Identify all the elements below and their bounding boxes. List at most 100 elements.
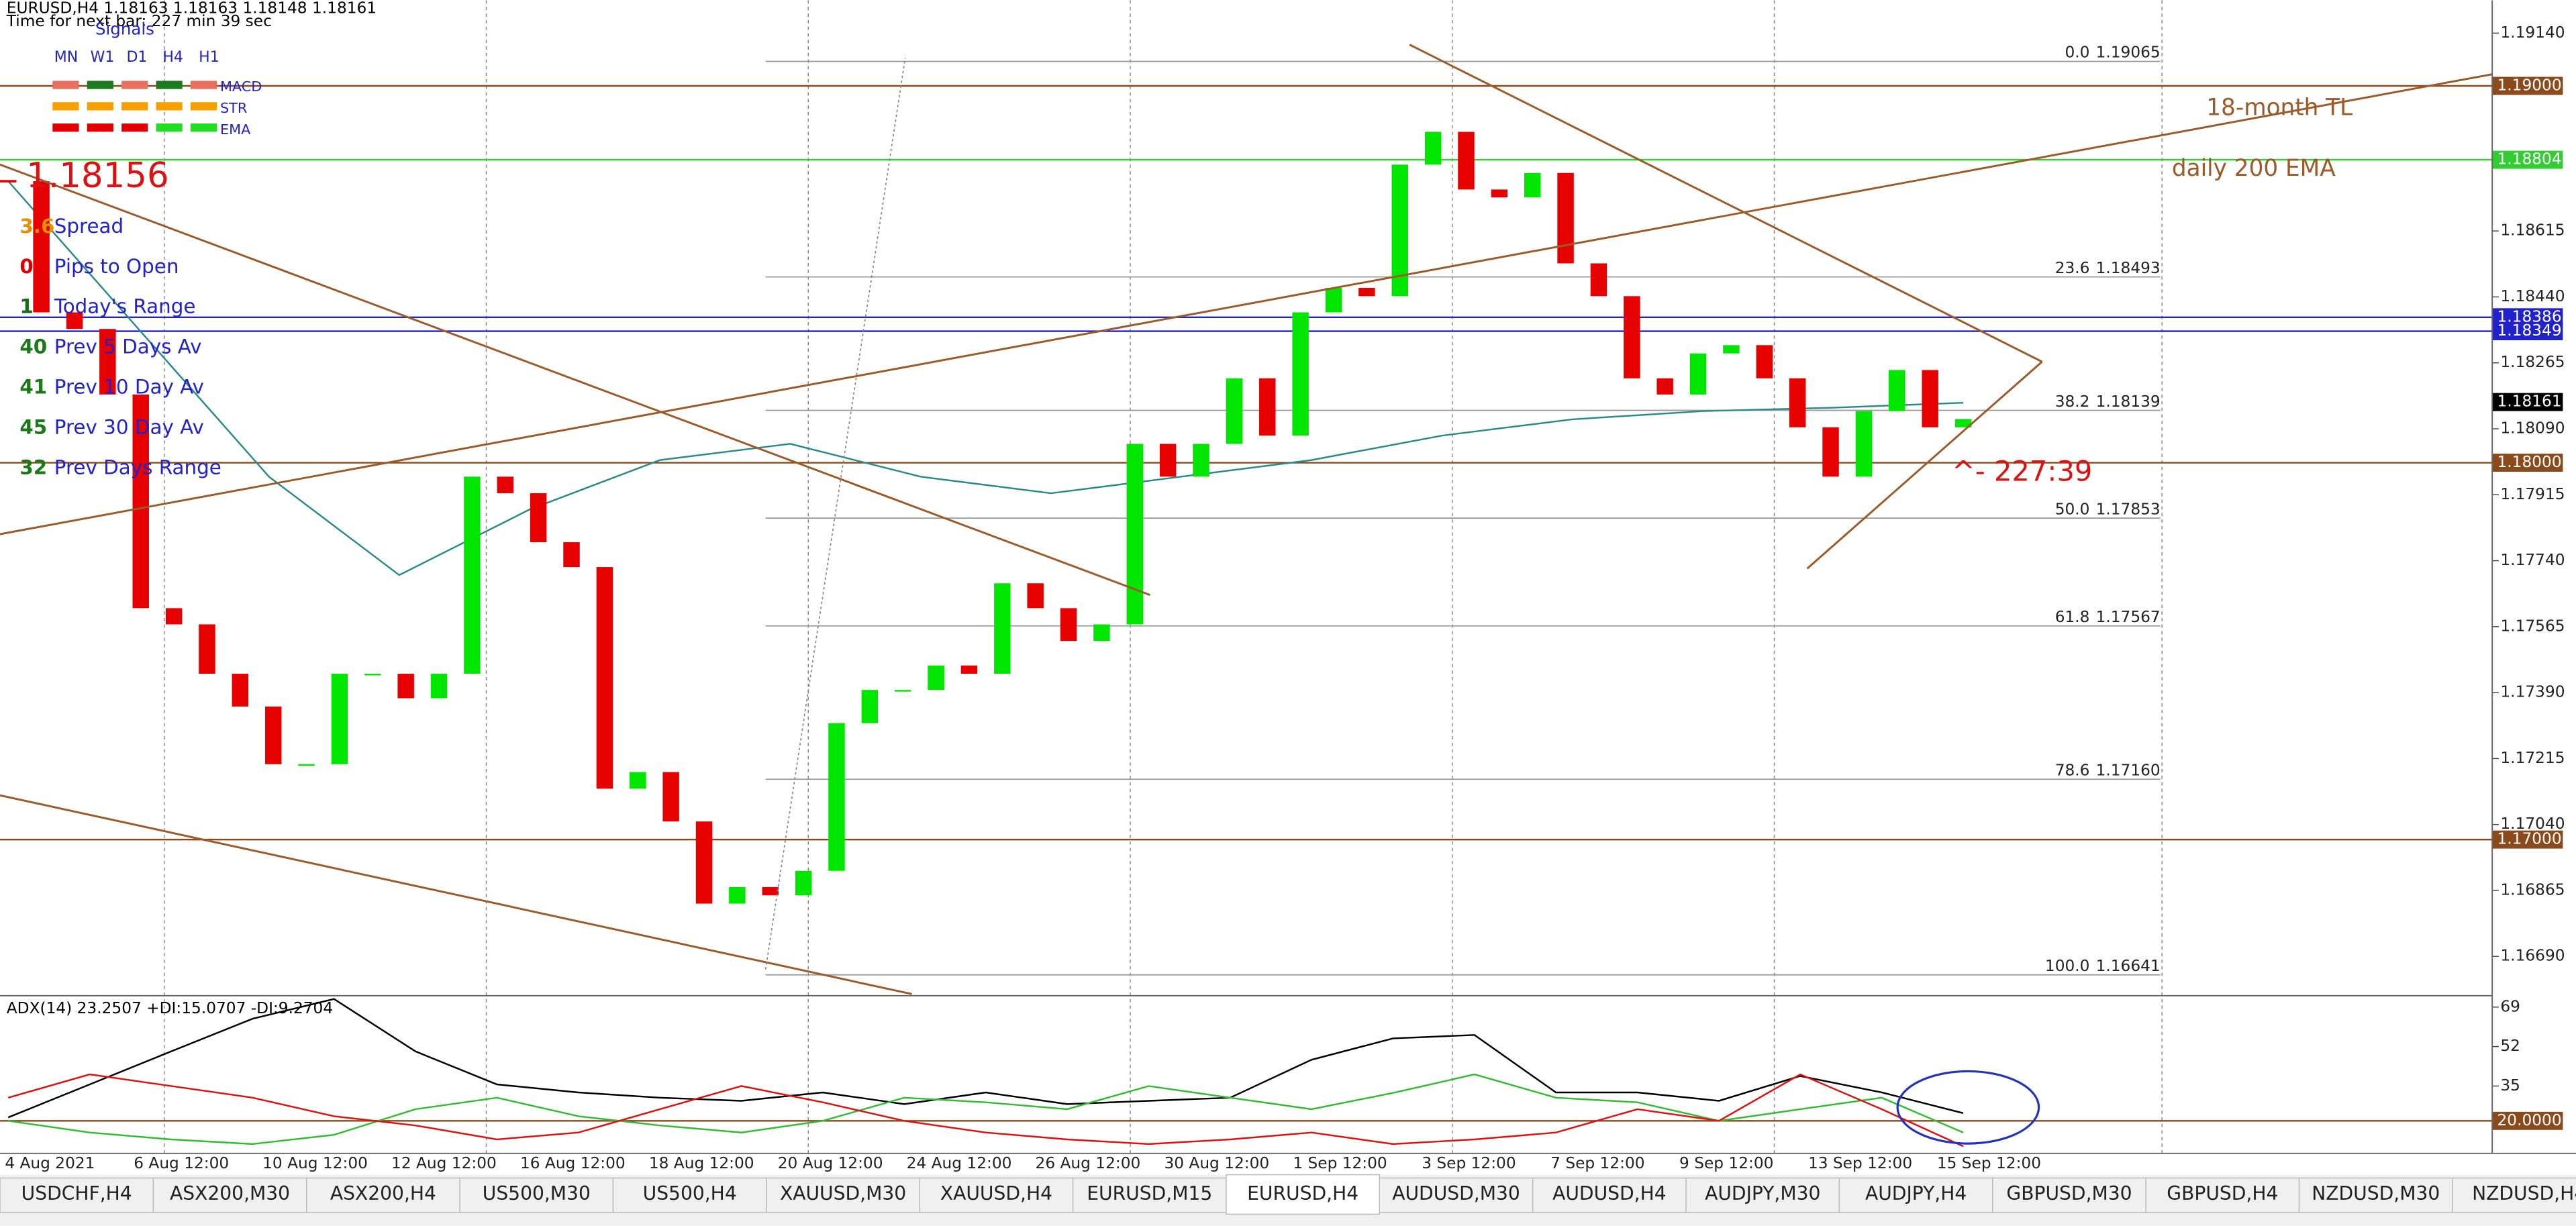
price-box xyxy=(2492,76,2563,95)
fib-ratio: 61.8 xyxy=(2055,608,2090,626)
tab[interactable] xyxy=(1685,1177,1840,1213)
tab-label[interactable]: GBPUSD,M30 xyxy=(2006,1182,2132,1205)
x-tick-label: 12 Aug 12:00 xyxy=(391,1154,497,1172)
candle xyxy=(928,665,944,691)
tab[interactable] xyxy=(459,1177,614,1213)
price-box xyxy=(2492,454,2563,472)
info-label: Prev 5 Days Av xyxy=(54,336,202,358)
tab-label[interactable]: AUDJPY,H4 xyxy=(1865,1182,1967,1205)
x-tick-label: 13 Sep 12:00 xyxy=(1808,1154,1912,1172)
candle xyxy=(1458,132,1475,190)
candle xyxy=(1557,172,1574,264)
signal-name: EMA xyxy=(220,121,251,138)
price-box-label: 1.18161 xyxy=(2497,393,2562,411)
signal-cell xyxy=(87,81,113,89)
candle xyxy=(1159,444,1177,477)
fib-ratio: 100.0 xyxy=(2045,957,2090,975)
timeframe: H4 xyxy=(162,49,183,66)
level-box xyxy=(2492,1111,2563,1130)
tab[interactable] xyxy=(766,1177,920,1213)
candle xyxy=(1226,378,1243,444)
tab-label[interactable]: XAUUSD,M30 xyxy=(780,1182,906,1205)
tab-label[interactable]: US500,H4 xyxy=(643,1182,737,1205)
tab-label[interactable]: NZDUSD,H4 xyxy=(2472,1182,2576,1205)
signal-cell xyxy=(52,123,79,132)
indicator-line xyxy=(7,998,1964,1119)
candle xyxy=(1524,172,1541,198)
tab-label[interactable]: AUDUSD,M30 xyxy=(1392,1182,1520,1205)
tab-label[interactable]: EURUSD,M15 xyxy=(1087,1182,1212,1205)
candle xyxy=(563,542,580,568)
tab-label[interactable]: AUDJPY,M30 xyxy=(1705,1182,1820,1205)
tab[interactable] xyxy=(1992,1177,2146,1213)
tab[interactable] xyxy=(1838,1177,1993,1213)
info-label: Pips to Open xyxy=(54,255,179,278)
tab-label[interactable]: XAUUSD,H4 xyxy=(940,1182,1052,1205)
signal-cell xyxy=(190,102,217,111)
candle xyxy=(1060,608,1077,642)
fib-price: 1.17160 xyxy=(2096,762,2161,780)
candle xyxy=(99,329,116,395)
fib-price: 1.17853 xyxy=(2096,500,2161,518)
tab[interactable] xyxy=(306,1177,460,1213)
x-tick-label: 9 Sep 12:00 xyxy=(1679,1154,1773,1172)
tab-label[interactable]: GBPUSD,H4 xyxy=(2167,1182,2278,1205)
tab-label[interactable]: USDCHF,H4 xyxy=(21,1182,132,1205)
x-tick-label: 1 Sep 12:00 xyxy=(1293,1154,1387,1172)
y-tick-label: 35 xyxy=(2500,1076,2520,1094)
candle xyxy=(1259,378,1276,436)
tab-label[interactable]: EURUSD,H4 xyxy=(1247,1182,1358,1205)
candle xyxy=(1689,353,1707,395)
tab[interactable] xyxy=(919,1177,1074,1213)
tab[interactable] xyxy=(1532,1177,1687,1213)
x-tick-label: 3 Sep 12:00 xyxy=(1422,1154,1516,1172)
candle xyxy=(662,772,679,822)
info-value: 1 xyxy=(19,295,33,318)
indicator-title: ADX(14) 23.2507 +DI:15.0707 -DI:9.2704 xyxy=(7,999,333,1017)
info-value: 45 xyxy=(19,416,47,439)
candle xyxy=(994,583,1011,674)
candle xyxy=(331,674,348,764)
highlight-ellipse xyxy=(1896,1070,2040,1145)
tab-label[interactable]: ASX200,H4 xyxy=(330,1182,436,1205)
signals-title: Signals xyxy=(95,19,154,39)
tab[interactable] xyxy=(1226,1174,1381,1215)
tab-label[interactable]: ASX200,M30 xyxy=(170,1182,290,1205)
tab[interactable] xyxy=(2298,1177,2453,1213)
tab-label[interactable]: US500,M30 xyxy=(483,1182,591,1205)
y-tick-label: 69 xyxy=(2500,997,2520,1015)
timeframe: D1 xyxy=(126,49,147,66)
symbol-line: EURUSD,H4 1.18163 1.18163 1.18148 1.1816… xyxy=(7,0,377,17)
tab[interactable] xyxy=(2452,1177,2576,1213)
info-value: 3.6 xyxy=(19,215,54,238)
candle xyxy=(1358,287,1375,297)
signal-cell xyxy=(190,81,217,89)
tabs: USDCHF,H4 ASX200,M30 ASX200,H4 US500,M30 US5… xyxy=(0,1174,2576,1215)
candle xyxy=(1292,312,1309,436)
tab[interactable] xyxy=(1072,1177,1227,1213)
candle xyxy=(1855,411,1873,477)
info-value: 32 xyxy=(19,456,47,479)
y-tick-label: 1.18615 xyxy=(2500,221,2565,240)
tab-label[interactable]: AUDUSD,H4 xyxy=(1552,1182,1667,1205)
annotation: ^- 227:39 xyxy=(1952,454,2093,487)
fib-price: 1.19065 xyxy=(2096,44,2161,62)
candle xyxy=(695,821,713,904)
tab-label[interactable]: NZDUSD,M30 xyxy=(2312,1182,2440,1205)
tab[interactable] xyxy=(0,1177,154,1213)
tab[interactable] xyxy=(612,1177,767,1213)
candle xyxy=(132,394,149,609)
fib-ratio: 78.6 xyxy=(2055,762,2090,780)
signal-cell xyxy=(121,81,148,89)
x-tick-label: 15 Sep 12:00 xyxy=(1937,1154,2041,1172)
candle xyxy=(530,493,547,543)
candle xyxy=(795,870,812,896)
fib-ratio: 38.2 xyxy=(2055,393,2090,411)
tab[interactable] xyxy=(1379,1177,1534,1213)
candle xyxy=(762,886,779,896)
candle xyxy=(960,665,978,674)
candle xyxy=(165,608,183,625)
candle xyxy=(1491,189,1508,198)
fib-price: 1.17567 xyxy=(2096,608,2161,626)
